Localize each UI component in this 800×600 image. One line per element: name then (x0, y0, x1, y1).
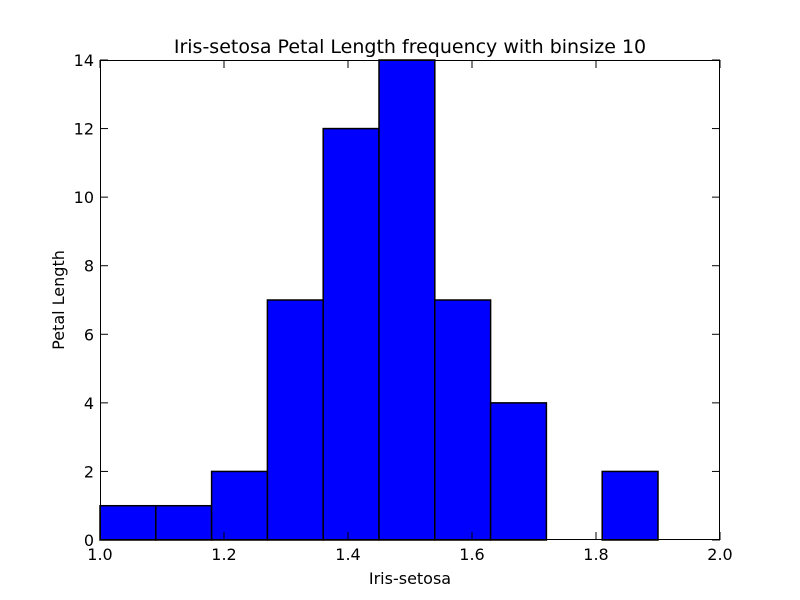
y-tick-label: 8 (84, 257, 94, 276)
chart-title: Iris-setosa Petal Length frequency with … (174, 36, 646, 58)
x-axis-label: Iris-setosa (369, 569, 451, 588)
plot-frame (100, 60, 720, 540)
histogram-bar-7 (434, 299, 492, 541)
y-tick-label: 4 (84, 394, 94, 413)
histogram-bar-1 (99, 504, 157, 541)
histogram-bar-8 (489, 402, 548, 541)
histogram-bar-6 (378, 59, 436, 541)
histogram-bar-10 (601, 470, 659, 541)
y-axis-label: Petal Length (49, 250, 68, 350)
x-tick-label: 1.0 (87, 545, 112, 564)
histogram-bar-4 (266, 299, 324, 541)
histogram-bar-3 (210, 470, 269, 541)
histogram-bar-2 (155, 504, 213, 541)
x-tick-label: 1.6 (459, 545, 484, 564)
x-tick-label: 1.4 (335, 545, 360, 564)
x-tick-label: 1.2 (211, 545, 236, 564)
y-tick-label: 12 (74, 120, 94, 139)
y-tick-label: 6 (84, 325, 94, 344)
y-tick-label: 2 (84, 462, 94, 481)
x-tick-label: 2.0 (707, 545, 732, 564)
y-tick-label: 14 (74, 51, 94, 70)
bars-group (99, 59, 659, 541)
y-tick-label: 0 (84, 531, 94, 550)
y-tick-label: 10 (74, 188, 94, 207)
histogram-bar-5 (322, 127, 380, 541)
x-tick-label: 1.8 (583, 545, 608, 564)
ticks-group: 1.0 1.2 1.4 1.6 1.8 2.0 0 2 4 6 8 10 12 14 (74, 51, 733, 564)
